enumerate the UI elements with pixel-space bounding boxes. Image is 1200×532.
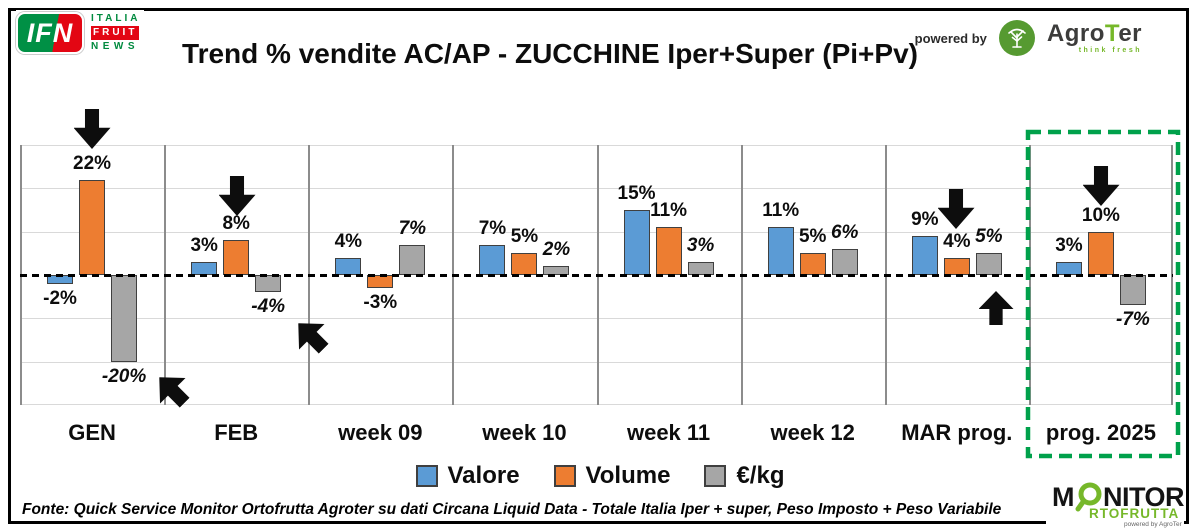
bar-value-label: 3%: [1055, 235, 1083, 256]
bar-value-label: 3%: [686, 235, 715, 256]
arrow-down-icon: [218, 176, 256, 216]
arrow-up-icon: [978, 291, 1014, 325]
category-label: MAR prog.: [901, 420, 1013, 445]
bar-value-label: 11%: [650, 200, 688, 222]
valore-bar: [335, 257, 362, 275]
bar-value-label: 9%: [911, 209, 939, 230]
ifn-badge-icon: IFN: [16, 12, 84, 54]
chart-title: Trend % vendite AC/AP - ZUCCHINE Iper+Su…: [182, 38, 918, 69]
plot-area: -2% 3% 4% 7% 15% 11% 9% 3% 22% 8% -3% 5% 11% 5% 4% 10% -…: [20, 109, 1181, 459]
monitor-logo-powered: powered by AgroTer: [1123, 521, 1182, 528]
bar-value-label: 3%: [190, 235, 218, 256]
volume-bar: [1087, 231, 1114, 275]
kg-bar: [399, 244, 426, 275]
bar-value-label: 5%: [798, 226, 827, 248]
monitor-ortofrutta-logo: M NITOR RTOFRUTTA powered by AgroTer: [1045, 482, 1185, 528]
kg-bar: [255, 275, 282, 293]
agroter-tagline: think fresh: [1078, 47, 1142, 54]
monitor-m: M: [1051, 482, 1075, 512]
volume-bar: [799, 253, 826, 275]
bar-value-label: -2%: [43, 287, 77, 309]
legend-item-kg: €/kg: [704, 462, 784, 490]
bar-value-label: 15%: [617, 183, 656, 204]
bar-value-label: 22%: [73, 152, 112, 174]
bar-value-label: 4%: [943, 230, 971, 252]
highlight-box: [1025, 129, 1181, 463]
bar-value-label: 8%: [222, 213, 250, 235]
bar-value-label: 7%: [398, 217, 427, 239]
kg-bar: [975, 253, 1002, 275]
bar-value-label: 11%: [762, 200, 800, 222]
legend-label: Valore: [447, 462, 520, 489]
bar-value-label: 2%: [542, 239, 571, 261]
ifn-abbr: IFN: [26, 17, 74, 48]
legend-label: Volume: [585, 462, 671, 489]
ifn-word-italia: ITALIA: [91, 13, 141, 24]
category-label: prog. 2025: [1045, 420, 1156, 445]
bar-value-label: -3%: [363, 292, 398, 313]
category-label: week 09: [338, 420, 423, 445]
volume-bar: [223, 240, 250, 275]
monitor-logo-row2: RTOFRUTTA: [1088, 506, 1180, 521]
bar-value-label: -20%: [101, 365, 147, 387]
bar-value-label: 5%: [975, 226, 1003, 248]
category-label: week 11: [626, 420, 711, 445]
valore-bar: [911, 236, 938, 275]
bar-value-label: -7%: [1116, 309, 1150, 331]
agroter-name: AgroTer: [1046, 20, 1142, 47]
valore-bar: [623, 210, 650, 275]
category-label: FEB: [214, 420, 259, 445]
valore-bar: [767, 227, 794, 275]
volume-bar: [79, 179, 106, 275]
bar-value-label: 6%: [830, 222, 859, 243]
ifn-word-fruit: FRUIT: [91, 26, 140, 40]
ifn-logo: IFN ITALIA FRUIT NEWS: [16, 10, 145, 56]
zero-axis-line: [20, 274, 1173, 277]
ifn-wordmark: ITALIA FRUIT NEWS: [91, 13, 140, 53]
valore-bar: [479, 244, 506, 275]
bar-value-label: -4%: [251, 296, 286, 318]
volume-bar: [943, 257, 970, 275]
monitor-nitor: NITOR: [1102, 482, 1185, 512]
ifn-word-news: NEWS: [91, 41, 139, 52]
legend-item-volume: Volume: [553, 462, 671, 490]
magnifier-icon: [1075, 482, 1102, 512]
powered-by-label: powered by: [914, 30, 987, 46]
legend: Valore Volume €/kg: [0, 462, 1200, 490]
category-axis: GEN FEB week 09 week 10 week 11 week 12 MAR pr…: [20, 420, 1173, 450]
page-border-frame: [8, 8, 1189, 524]
legend-swatch: [553, 465, 576, 487]
kg-bar: [111, 275, 138, 362]
bar-value-label: 7%: [478, 217, 507, 239]
bar-value-label: 10%: [1081, 204, 1120, 226]
footer-source-note: Fonte: Quick Service Monitor Ortofrutta …: [22, 501, 1002, 518]
legend-swatch: [704, 465, 727, 487]
legend-swatch: [415, 465, 438, 487]
category-label: GEN: [68, 420, 116, 445]
volume-bar: [367, 275, 394, 288]
agroter-wordmark: AgroTer think fresh: [1046, 20, 1142, 55]
category-label: week 10: [482, 420, 567, 445]
legend-label: €/kg: [736, 462, 785, 489]
bar-value-label: 4%: [334, 230, 363, 252]
volume-bar: [511, 253, 538, 275]
agroter-tree-icon: [998, 20, 1035, 56]
bar-value-label: 5%: [510, 226, 539, 248]
kg-bar: [1119, 275, 1146, 306]
category-label: week 12: [770, 420, 855, 445]
volume-bar: [655, 227, 682, 275]
powered-by-agroter: powered by AgroTer think fresh: [915, 20, 1142, 56]
monitor-logo-row1: M NITOR: [1051, 482, 1185, 512]
kg-bar: [831, 249, 858, 275]
arrow-down-icon: [937, 189, 975, 229]
legend-item-valore: Valore: [415, 462, 520, 490]
